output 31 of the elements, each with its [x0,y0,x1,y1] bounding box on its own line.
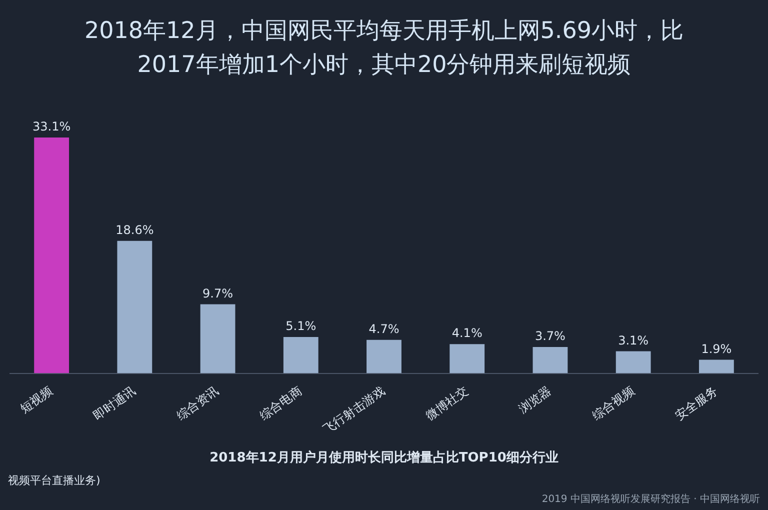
x-tick-label: 综合视频 [589,384,637,423]
data-label: 3.7% [534,329,566,344]
data-label: 3.1% [618,333,649,348]
data-label: 4.7% [368,322,400,336]
bar [532,346,568,374]
bar [283,336,318,374]
x-tick-label: 综合资讯 [174,384,222,423]
x-tick-label: 即时通讯 [90,384,138,423]
data-label: 9.7% [202,286,234,300]
data-label: 1.9% [701,342,732,356]
chart-title: 2018年12月，中国网民平均每天用手机上网5.69小时，比2017年增加1个小时，其中20分钟用来刷短视频 [84,17,684,80]
x-tick-label: 综合电商 [257,384,304,423]
bar [200,304,236,374]
bar [34,138,70,374]
x-tick-label: 短视频 [18,384,56,416]
bar [616,351,651,374]
data-label: 5.1% [286,319,316,334]
bar [117,240,152,374]
text: 2019 中国网络视听发展研究报告 · 中国网络视听 [542,492,760,506]
data-label: 4.1% [452,326,482,340]
x-tick-label: 浏览器 [516,384,554,416]
data-label: 18.6% [116,222,154,237]
x-tick-label: 飞行射击游戏 [320,384,388,437]
bar [450,344,485,374]
data-label: 33.1% [32,120,71,134]
bar [366,340,402,374]
text: 视频平台直播业务) [8,473,100,488]
x-tick-label: 安全服务 [672,384,720,423]
bar [698,360,734,374]
x-axis-title: 2018年12月用户月使用时长同比增量占比TOP10细分行业 [210,450,558,466]
x-tick-label: 微博社交 [423,384,471,423]
